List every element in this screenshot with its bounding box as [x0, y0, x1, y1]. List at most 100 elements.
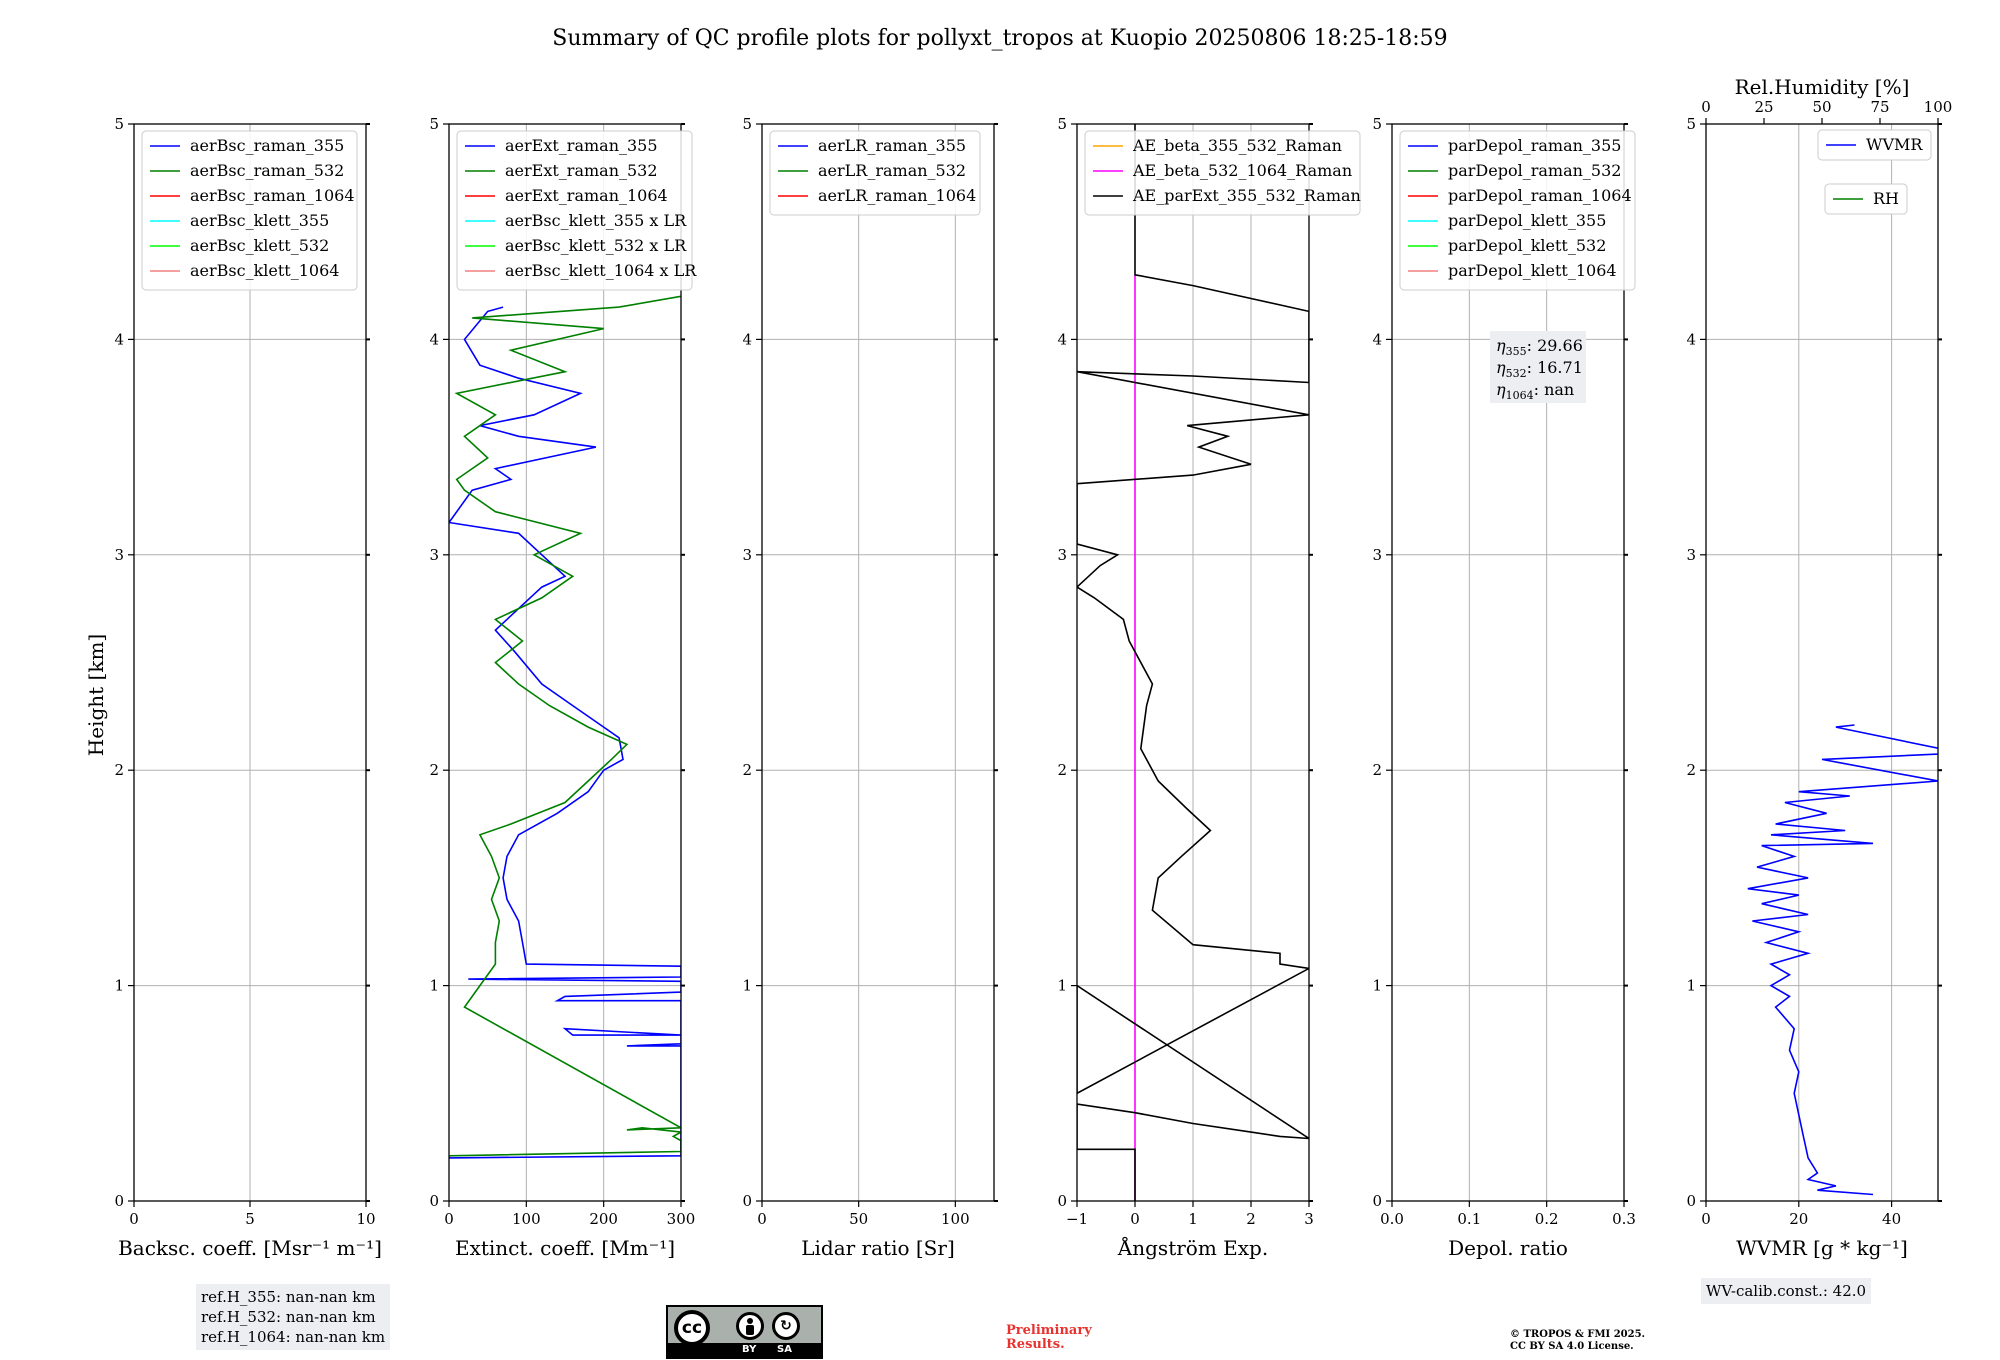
plot-frame: [1705, 123, 1939, 1202]
legend-entry-label: aerBsc_raman_1064: [190, 186, 355, 205]
y-tick-label: 4: [114, 330, 124, 348]
eta-annotation-text: η532: 16.71: [1496, 358, 1583, 380]
legend-entry-label: aerBsc_klett_1064: [190, 261, 339, 280]
x-tick-label: 2: [1246, 1210, 1256, 1228]
y-tick-label: 2: [1372, 761, 1382, 779]
y-tick-label: 5: [114, 115, 124, 133]
x-axis-label: WVMR [g * kg⁻¹]: [1736, 1236, 1908, 1260]
legend-entry-label: AE_beta_532_1064_Raman: [1132, 161, 1352, 180]
legend-entry-label: aerLR_raman_532: [818, 161, 966, 180]
series-line-aerExt_raman_355: [449, 306, 681, 1159]
y-tick-label: 5: [1686, 115, 1696, 133]
legend-entry-label: parDepol_klett_355: [1448, 211, 1606, 230]
x-axis-label: Depol. ratio: [1448, 1236, 1568, 1260]
legend-box: [456, 130, 693, 291]
y-tick-label: 1: [114, 977, 124, 995]
x-tick-label: 1: [1188, 1210, 1198, 1228]
cc-icon: cc: [674, 1310, 710, 1346]
legend-box: [1399, 130, 1636, 291]
legend-box: [141, 130, 358, 291]
top-x-tick-label: 25: [1754, 98, 1773, 116]
x-tick-label: 0.1: [1457, 1210, 1481, 1228]
legend-entry-label: aerBsc_raman_532: [190, 161, 344, 180]
preliminary-results-note: Preliminary Results.: [1006, 1324, 1092, 1352]
legend-entry-label: RH: [1873, 189, 1899, 208]
ref-h-1064-text: ref.H_1064: nan-nan km: [201, 1328, 386, 1346]
x-tick-label: 20: [1789, 1210, 1808, 1228]
series-line-WVMR: [1747, 724, 1938, 1196]
x-tick-label: 100: [512, 1210, 541, 1228]
y-tick-label: 0: [429, 1192, 439, 1210]
x-tick-label: 0.3: [1612, 1210, 1636, 1228]
y-tick-label: 4: [1372, 330, 1382, 348]
legend-entry-label: aerBsc_klett_355 x LR: [505, 211, 687, 230]
y-tick-label: 5: [1372, 115, 1382, 133]
legend-box: [1824, 183, 1908, 215]
plot-frame: [1076, 123, 1310, 1202]
by-attribution-icon: [736, 1312, 764, 1340]
legend-entry-label: parDepol_raman_1064: [1448, 186, 1632, 205]
wv-calib-text: WV-calib.const.: 42.0: [1706, 1282, 1867, 1300]
plot-panel-1: 0 5 10 0 1 2 3 4 5 Backsc. coeff. [Msr⁻¹ m⁻¹] aerB…: [114, 115, 381, 1260]
eta-annotation-box: [1490, 331, 1586, 403]
reference-height-box: ref.H_355: nan-nan km ref.H_532: nan-nan…: [196, 1284, 391, 1350]
legend-entry-label: parDepol_raman_355: [1448, 136, 1621, 155]
plot-panel-6: 0 20 40 0 1 2 3 4 5 WVMR [g * kg⁻¹] WVMR RH Rel.Humi…: [1686, 75, 1952, 1260]
legend-entry-label: aerExt_raman_532: [505, 161, 658, 180]
y-tick-label: 3: [1057, 546, 1067, 564]
top-x-tick-label: 0: [1701, 98, 1711, 116]
y-tick-label: 5: [429, 115, 439, 133]
y-tick-label: 2: [429, 761, 439, 779]
preliminary-line-1: Preliminary: [1006, 1323, 1092, 1338]
x-axis-label: Extinct. coeff. [Mm⁻¹]: [455, 1236, 675, 1260]
legend-entry-label: aerExt_raman_1064: [505, 186, 668, 205]
x-tick-label: 5: [245, 1210, 255, 1228]
y-tick-label: 2: [742, 761, 752, 779]
ref-h-532-text: ref.H_532: nan-nan km: [201, 1308, 376, 1326]
x-tick-label: 10: [356, 1210, 375, 1228]
y-tick-label: 5: [742, 115, 752, 133]
plot-panel-5: 0.0 0.1 0.2 0.3 0 1 2 3 4 5 Depol. ratio parDepol_r…: [1372, 115, 1635, 1260]
ref-h-355-text: ref.H_355: nan-nan km: [201, 1288, 376, 1306]
legend-entry-label: parDepol_klett_1064: [1448, 261, 1617, 280]
legend-entry-label: aerBsc_klett_532 x LR: [505, 236, 687, 255]
legend-entry-label: aerBsc_klett_355: [190, 211, 329, 230]
cc-license-badge: cc ↻ BY SA: [666, 1305, 823, 1359]
y-tick-label: 2: [114, 761, 124, 779]
y-tick-label: 4: [742, 330, 752, 348]
x-tick-label: 0.0: [1380, 1210, 1404, 1228]
legend-entry-label: aerExt_raman_355: [505, 136, 658, 155]
cc-sa-label: SA: [777, 1344, 792, 1355]
x-tick-label: 0: [757, 1210, 767, 1228]
legend-entry-label: aerBsc_klett_532: [190, 236, 329, 255]
y-tick-label: 1: [742, 977, 752, 995]
eta-annotation-text: η1064: nan: [1496, 380, 1574, 402]
y-tick-label: 4: [429, 330, 439, 348]
preliminary-line-2: Results.: [1006, 1337, 1065, 1352]
legend-box: [1084, 130, 1361, 216]
x-tick-label: 0: [444, 1210, 454, 1228]
x-tick-label: 300: [667, 1210, 696, 1228]
x-tick-label: 40: [1882, 1210, 1901, 1228]
top-x-tick-label: 50: [1812, 98, 1831, 116]
x-axis-label: Lidar ratio [Sr]: [801, 1236, 955, 1260]
y-tick-label: 5: [1057, 115, 1067, 133]
legend-entry-label: AE_parExt_355_532_Raman: [1132, 186, 1361, 205]
y-tick-label: 1: [1057, 977, 1067, 995]
y-tick-label: 1: [1686, 977, 1696, 995]
plot-frame: [133, 123, 367, 1202]
plot-panel-3: 0 50 100 0 1 2 3 4 5 Lidar ratio [Sr] aerLR_raman_…: [742, 115, 998, 1260]
plot-frame: [1391, 123, 1625, 1202]
legend-entry-label: aerBsc_raman_355: [190, 136, 344, 155]
y-tick-label: 4: [1686, 330, 1696, 348]
x-tick-label: 0.2: [1535, 1210, 1559, 1228]
x-tick-label: 0: [1130, 1210, 1140, 1228]
x-tick-label: 100: [941, 1210, 970, 1228]
x-tick-label: 0: [1701, 1210, 1711, 1228]
legend-entry-label: AE_beta_355_532_Raman: [1132, 136, 1342, 155]
y-tick-label: 0: [742, 1192, 752, 1210]
y-tick-label: 0: [114, 1192, 124, 1210]
y-tick-label: 1: [429, 977, 439, 995]
